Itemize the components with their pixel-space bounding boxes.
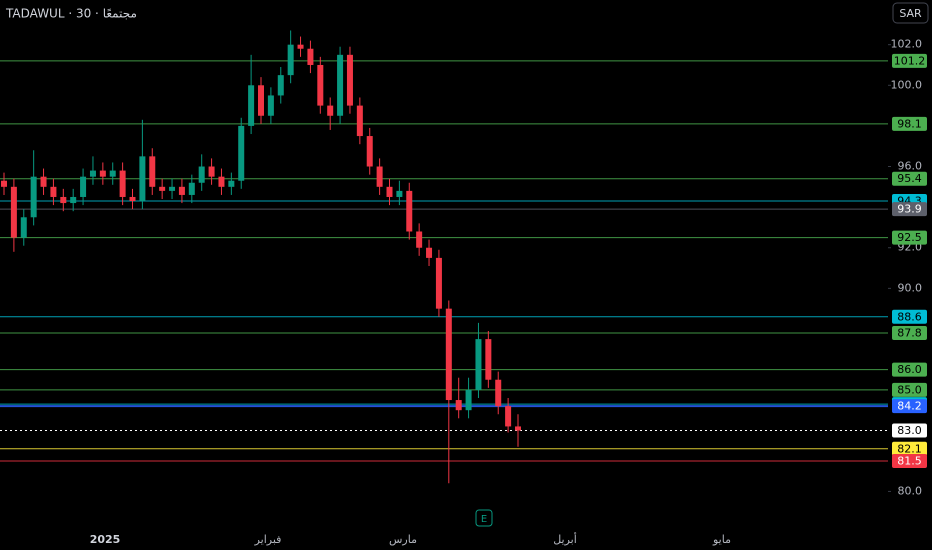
level-label: 81.5 xyxy=(897,454,922,467)
level-label: 93.9 xyxy=(897,203,922,216)
candle-body xyxy=(267,95,274,116)
level-label-box xyxy=(892,116,927,131)
level-label: 88.6 xyxy=(897,310,922,323)
level-label: 84.2 xyxy=(897,400,922,413)
candle-body xyxy=(366,136,373,167)
y-tick-label: 100.0 xyxy=(891,78,923,91)
level-label-box xyxy=(892,441,927,456)
level-label-box xyxy=(892,453,927,468)
x-tick-label: مايو xyxy=(712,533,731,546)
level-label-box xyxy=(892,382,927,397)
candle-body xyxy=(129,196,136,202)
candle-body xyxy=(70,196,77,204)
event-marker-box[interactable] xyxy=(475,509,493,527)
level-label-box xyxy=(892,202,927,217)
candle-body xyxy=(228,180,235,187)
candle-body xyxy=(406,190,413,232)
candle-body xyxy=(287,44,294,76)
level-label: 83.0 xyxy=(897,424,922,437)
candle-body xyxy=(485,339,492,380)
candle-body xyxy=(426,247,433,258)
level-label-box xyxy=(892,423,927,438)
candle-body xyxy=(169,186,176,191)
x-tick-label: 2025 xyxy=(90,533,121,546)
candle-body xyxy=(297,44,304,49)
level-label: 87.8 xyxy=(897,327,922,340)
candle-body xyxy=(198,166,205,183)
candle-body xyxy=(495,379,502,407)
candle-body xyxy=(356,105,363,137)
level-label-box xyxy=(892,326,927,341)
x-tick-label: فبراير xyxy=(254,533,282,546)
candle-body xyxy=(445,308,452,401)
candle-body xyxy=(465,389,472,411)
candle-body xyxy=(307,48,314,65)
level-label-box xyxy=(892,399,927,414)
candle-body xyxy=(515,426,521,431)
candle-body xyxy=(396,190,403,197)
x-tick-label: أبريل xyxy=(553,532,577,546)
candle-body xyxy=(40,176,47,187)
currency[interactable]: SAR xyxy=(899,7,922,20)
level-label: 82.1 xyxy=(897,442,922,455)
candle-body xyxy=(50,186,57,197)
candle-body xyxy=(89,170,96,177)
candle-body xyxy=(337,54,344,116)
candle-body xyxy=(505,406,512,427)
level-label-box xyxy=(892,309,927,324)
candle-body xyxy=(258,85,264,116)
candle-body xyxy=(149,156,156,187)
candle-body xyxy=(178,186,185,195)
y-tick-label: 102.0 xyxy=(891,38,923,51)
candle-body xyxy=(386,186,393,197)
candle-body xyxy=(20,217,27,238)
candle-body xyxy=(317,64,324,106)
level-label: 98.1 xyxy=(897,117,922,130)
currency-button[interactable] xyxy=(892,2,929,24)
candle-body xyxy=(80,176,87,197)
level-label: 92.5 xyxy=(897,231,922,244)
level-label-box xyxy=(892,230,927,245)
candle-body xyxy=(238,125,245,181)
candle-body xyxy=(327,105,334,116)
y-tick-label: 90.0 xyxy=(898,281,923,294)
candle-body xyxy=(10,186,17,238)
chart-title: TADAWUL · 30 · مجتمعًا xyxy=(5,7,137,21)
level-label-box xyxy=(892,362,927,377)
candle-body xyxy=(208,166,215,177)
candle-body xyxy=(475,339,482,390)
candle-body xyxy=(30,176,37,218)
candle-body xyxy=(60,196,67,204)
candle-body xyxy=(277,75,284,96)
candle-body xyxy=(346,54,353,106)
candle-body xyxy=(159,186,166,191)
candle-body xyxy=(188,182,195,195)
level-label: 95.4 xyxy=(897,172,922,185)
candle-body xyxy=(455,400,462,411)
candle-body xyxy=(218,176,225,187)
y-tick-label: 80.0 xyxy=(898,484,923,497)
candle-body xyxy=(1,180,7,187)
candle-body xyxy=(119,170,126,197)
level-label: 86.0 xyxy=(897,363,922,376)
level-label-box xyxy=(892,171,927,186)
candle-body xyxy=(109,170,116,177)
y-tick-label: 96.0 xyxy=(898,160,923,173)
level-label: 85.0 xyxy=(897,383,922,396)
level-label-box xyxy=(892,53,927,68)
candle-body xyxy=(248,85,255,126)
event-marker[interactable]: E xyxy=(481,514,487,525)
candle-body xyxy=(139,156,146,202)
candle-body xyxy=(376,166,383,187)
level-label: 101.2 xyxy=(894,54,926,67)
candle-body xyxy=(416,231,423,248)
candle-body xyxy=(435,257,442,309)
x-tick-label: مارس xyxy=(389,533,417,546)
candle-body xyxy=(99,170,106,177)
